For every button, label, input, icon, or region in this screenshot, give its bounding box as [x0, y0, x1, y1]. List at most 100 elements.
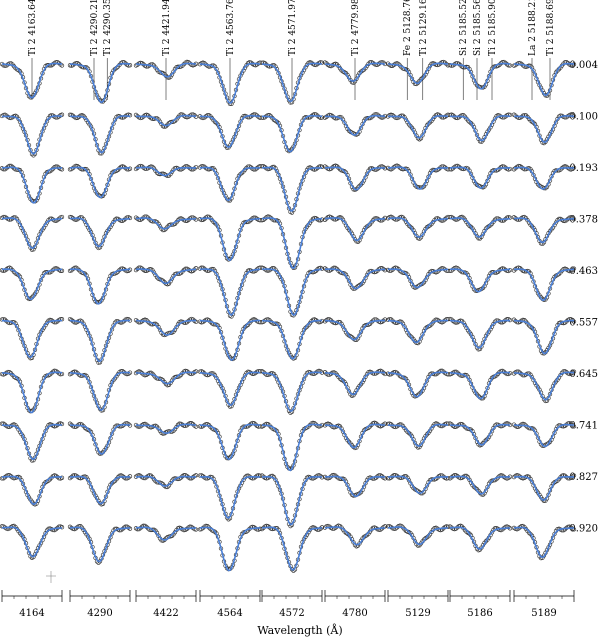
observed-point	[346, 278, 352, 284]
model-profile-line	[387, 62, 449, 85]
line-id-label: Ti 2 5188.69	[546, 0, 556, 56]
line-id-label: Ti 2 4290.35	[103, 0, 113, 56]
model-profile-line	[135, 62, 197, 78]
model-profile-line	[1, 268, 63, 301]
model-profile-line	[69, 526, 131, 563]
observed-point	[214, 271, 219, 277]
model-profile-line	[199, 217, 261, 262]
model-profile-line	[69, 319, 130, 363]
model-profile-line	[135, 268, 197, 285]
observed-point	[169, 119, 175, 125]
model-profile-line	[387, 268, 449, 289]
model-profile-line	[387, 217, 449, 238]
model-profile-line	[262, 114, 323, 153]
observed-point	[426, 174, 431, 179]
observed-point	[553, 168, 559, 173]
observed-point	[274, 168, 280, 174]
observed-point	[127, 113, 133, 118]
line-id-label: Si 2 5185.56	[473, 0, 483, 56]
x-tick-label: 4422	[153, 608, 178, 619]
model-profile-line	[69, 423, 131, 455]
phase-label: 0.193	[569, 163, 598, 174]
model-profile-line	[199, 319, 260, 362]
model-profile-line	[261, 62, 323, 103]
observed-point	[175, 64, 181, 69]
model-profile-line	[199, 423, 261, 461]
x-tick-label: 4564	[217, 608, 242, 619]
x-tick-label: 5189	[531, 608, 556, 619]
observed-point	[227, 101, 233, 107]
observed-point	[447, 214, 453, 220]
model-profile-line	[450, 115, 511, 142]
model-profile-line	[514, 166, 575, 190]
model-profile-line	[1, 423, 63, 461]
model-profile-line	[199, 371, 261, 406]
observed-point	[531, 172, 536, 178]
observed-point	[507, 166, 513, 172]
model-profile-line	[200, 166, 261, 202]
model-profile-line	[200, 114, 261, 149]
phase-label: 0.378	[569, 215, 598, 226]
model-profile-line	[135, 217, 197, 230]
model-profile-line	[262, 475, 322, 526]
model-profile-line	[449, 268, 511, 293]
line-id-label: La 2 5188.21	[528, 0, 538, 56]
observed-point	[169, 222, 175, 227]
line-id-label: Ti 2 4163.64	[28, 0, 38, 56]
model-profile-line	[69, 371, 131, 411]
model-profile-line	[1, 319, 62, 359]
model-profile-line	[513, 217, 575, 244]
phase-label: 0.100	[569, 112, 598, 123]
line-id-label: Ti 2 4421.94	[162, 0, 172, 56]
model-profile-line	[324, 268, 386, 290]
model-profile-line	[199, 268, 261, 316]
phase-label: 0.920	[569, 524, 598, 535]
line-id-label: Ti 2 5185.90	[488, 0, 498, 56]
line-id-label: Ti 2 4290.21	[90, 0, 100, 56]
observed-point	[309, 269, 314, 275]
model-profile-line	[324, 319, 385, 341]
model-profile-line	[69, 268, 131, 305]
model-profile-line	[449, 423, 511, 446]
observed-point	[382, 215, 388, 221]
model-profile-line	[325, 166, 386, 191]
observed-point	[59, 268, 65, 273]
observed-point	[358, 234, 364, 240]
model-profile-line	[70, 166, 131, 199]
model-profile-line	[513, 62, 575, 97]
model-profile-line	[1, 62, 63, 99]
model-profile-line	[261, 319, 322, 360]
observed-point	[507, 112, 513, 118]
model-profile-line	[449, 319, 510, 349]
model-profile-line	[2, 166, 63, 204]
model-profile-line	[136, 114, 197, 127]
model-profile-line	[449, 217, 511, 238]
observed-point	[242, 219, 248, 225]
line-id-label: Si 2 5185.52	[459, 0, 469, 56]
line-id-label: Ti 2 4563.76	[226, 0, 236, 56]
model-profile-line	[199, 526, 261, 572]
model-profile-line	[261, 268, 323, 317]
model-profile-line	[261, 217, 323, 270]
observed-point	[364, 115, 370, 121]
phase-label: 0.741	[569, 421, 598, 432]
model-profile-line	[514, 115, 575, 143]
model-profile-line	[513, 319, 574, 355]
phase-label: 0.557	[569, 318, 598, 329]
observed-point	[59, 112, 65, 117]
model-profile-line	[136, 166, 197, 177]
model-profile-line	[450, 166, 511, 189]
observed-point	[99, 357, 104, 362]
model-profile-line	[199, 62, 261, 105]
line-id-label: Ti 2 4571.97	[288, 0, 298, 56]
observed-point	[408, 278, 413, 283]
model-profile-line	[324, 217, 386, 242]
model-profile-line	[1, 371, 63, 414]
x-tick-label: 5129	[405, 608, 430, 619]
model-profile-line	[325, 114, 386, 136]
model-profile-line	[388, 166, 449, 190]
model-profile-line	[2, 115, 63, 155]
observed-point	[127, 215, 133, 221]
observed-point	[151, 219, 157, 224]
